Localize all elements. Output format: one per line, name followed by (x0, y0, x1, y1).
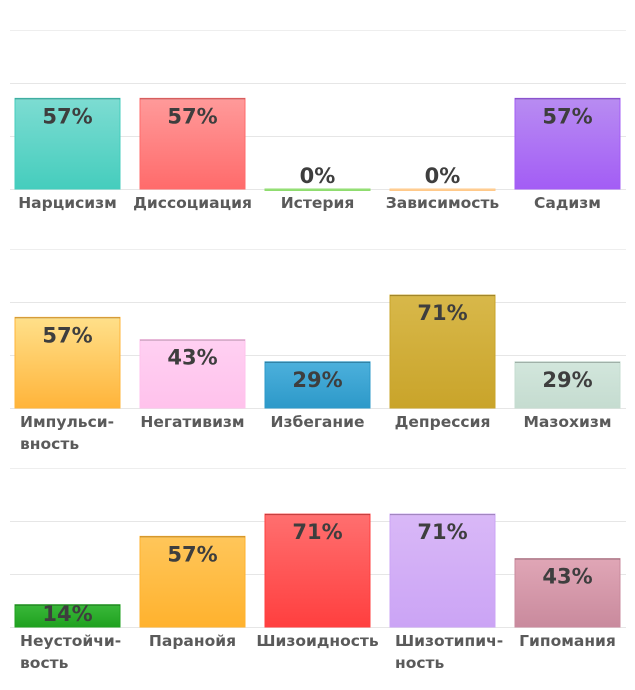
bar-1-4 (389, 188, 496, 191)
value-label: 57% (42, 323, 92, 347)
category-label: Садизм (534, 194, 601, 212)
value-label: 71% (292, 520, 342, 544)
value-label: 71% (417, 520, 467, 544)
category-label: Негативизм (140, 413, 244, 431)
value-label: 57% (42, 104, 92, 128)
category-label: Паранойя (149, 632, 236, 650)
value-label: 43% (167, 346, 217, 370)
chart-panel-3: 14% Неустойчи-вость 57% Паранойя 71% Шизоидно… (10, 468, 626, 672)
bar-3-4 (389, 513, 496, 628)
category-label: Гипомания (519, 632, 616, 650)
category-label: Избегание (271, 413, 365, 431)
bar-2-5 (514, 361, 621, 409)
bar-1-1 (14, 97, 121, 190)
value-label: 14% (42, 602, 92, 626)
category-label: Диссоциация (133, 194, 252, 212)
category-label: Зависимость (386, 194, 500, 212)
bar-2-4 (389, 294, 496, 409)
value-label: 57% (542, 104, 592, 128)
bar-1-2 (139, 97, 246, 190)
bar-2-1 (14, 316, 121, 409)
bar-3-5 (514, 558, 621, 628)
bar-3-3 (264, 513, 371, 628)
chart-panel-1: 57% Нарцисизм 57% Диссоциация 0% Истерия 0% Зав… (10, 30, 626, 212)
category-label: Истерия (281, 194, 355, 212)
bar-1-3 (264, 188, 371, 191)
category-label: Мазохизм (523, 413, 611, 431)
category-label: Шизоидность (256, 632, 379, 650)
category-label: Шизотипич-ность (395, 632, 503, 672)
value-label: 57% (167, 542, 217, 566)
value-label: 57% (167, 104, 217, 128)
value-label: 29% (292, 368, 342, 392)
bar-3-1 (14, 604, 121, 628)
value-label: 71% (417, 301, 467, 325)
chart-panel-2: 57% Импульси-вность 43% Негативизм 29% Избега… (10, 249, 626, 453)
bar-2-2 (139, 339, 246, 409)
bar-2-3 (264, 361, 371, 409)
bar-3-2 (139, 535, 246, 628)
value-label: 0% (300, 164, 336, 188)
category-label: Неустойчи-вость (20, 632, 121, 672)
value-label: 0% (425, 164, 461, 188)
category-label: Депрессия (395, 413, 491, 431)
value-label: 29% (542, 368, 592, 392)
category-label: Нарцисизм (18, 194, 117, 212)
category-label: Импульси-вность (20, 413, 114, 453)
value-label: 43% (542, 565, 592, 589)
bar-1-5 (514, 97, 621, 190)
